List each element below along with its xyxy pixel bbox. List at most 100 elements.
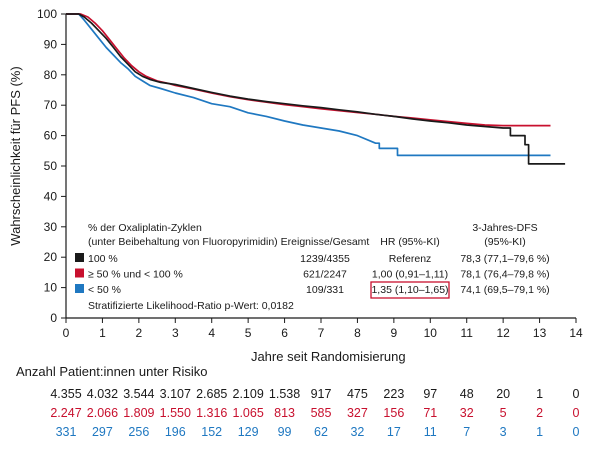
risk-value-3-11: 7 (463, 425, 470, 439)
risk-value-3-2: 256 (128, 425, 149, 439)
y-axis-title: Wahrscheinlichkeit für PFS (%) (8, 66, 23, 245)
risk-value-2-4: 1.316 (196, 406, 227, 420)
risk-value-1-3: 3.107 (160, 387, 191, 401)
y-tick-label: 10 (44, 281, 58, 295)
legend-hr-3: 1,35 (1,10–1,65) (371, 284, 448, 296)
risk-value-1-6: 1.538 (269, 387, 300, 401)
risk-value-3-14: 0 (573, 425, 580, 439)
legend-col-hr: HR (95%-KI) (380, 236, 440, 248)
legend-col-events: Ereignisse/Gesamt (281, 236, 370, 248)
risk-value-3-13: 1 (536, 425, 543, 439)
legend: % der Oxaliplatin-Zyklen (unter Beibehalt… (75, 222, 550, 312)
y-tick-label: 50 (44, 159, 58, 173)
y-tick-label: 0 (50, 311, 57, 325)
risk-value-1-12: 20 (496, 387, 510, 401)
risk-value-2-8: 327 (347, 406, 368, 420)
legend-dfs-3: 74,1 (69,5–79,1 %) (460, 284, 549, 296)
curve-series-3 (66, 13, 551, 157)
risk-value-2-9: 156 (383, 406, 404, 420)
risk-value-1-5: 2.109 (233, 387, 264, 401)
risk-value-2-1: 2.066 (87, 406, 118, 420)
risk-value-1-9: 223 (383, 387, 404, 401)
x-tick-label: 13 (533, 326, 547, 340)
risk-value-3-9: 17 (387, 425, 401, 439)
risk-table-title: Anzahl Patient:innen unter Risiko (16, 364, 208, 379)
risk-value-3-8: 32 (350, 425, 364, 439)
legend-label-2: ≥ 50 % und < 100 % (88, 269, 183, 281)
x-tick-label: 7 (318, 326, 325, 340)
risk-value-3-4: 152 (201, 425, 222, 439)
risk-value-3-0: 331 (56, 425, 77, 439)
legend-hr-1: Referenz (389, 253, 432, 265)
risk-value-2-10: 71 (423, 406, 437, 420)
y-tick-label: 80 (44, 68, 58, 82)
risk-value-1-4: 2.685 (196, 387, 227, 401)
x-axis-title: Jahre seit Randomisierung (251, 349, 406, 364)
x-tick-label: 6 (281, 326, 288, 340)
y-tick-label: 90 (44, 37, 58, 51)
x-tick-label: 14 (569, 326, 583, 340)
risk-value-2-7: 585 (311, 406, 332, 420)
x-tick-label: 11 (460, 326, 473, 340)
legend-group-subtitle: (unter Beibehaltung von Fluoropyrimidin) (88, 236, 278, 248)
x-tick-label: 1 (99, 326, 106, 340)
survival-curves (66, 13, 566, 165)
y-tick-label: 30 (44, 220, 58, 234)
hr-highlight-box (370, 281, 450, 299)
y-tick-label: 60 (44, 129, 58, 143)
risk-value-2-11: 32 (460, 406, 474, 420)
risk-value-3-7: 62 (314, 425, 328, 439)
risk-value-3-12: 3 (500, 425, 507, 439)
legend-dfs-1: 78,3 (77,1–79,6 %) (460, 253, 549, 265)
risk-value-3-1: 297 (92, 425, 113, 439)
legend-label-1: 100 % (88, 253, 118, 265)
risk-value-2-14: 0 (573, 406, 580, 420)
risk-value-1-14: 0 (573, 387, 580, 401)
x-tick-label: 9 (391, 326, 398, 340)
risk-value-1-7: 917 (311, 387, 332, 401)
risk-value-2-2: 1.809 (123, 406, 154, 420)
risk-value-2-0: 2.247 (50, 406, 81, 420)
y-tick-label: 70 (44, 98, 58, 112)
legend-group-title: % der Oxaliplatin-Zyklen (88, 222, 202, 234)
curve-series-1 (66, 13, 566, 165)
x-tick-label: 10 (424, 326, 438, 340)
risk-value-2-6: 813 (274, 406, 295, 420)
curve-series-2 (66, 13, 551, 127)
risk-value-1-0: 4.355 (50, 387, 81, 401)
risk-value-3-6: 99 (278, 425, 292, 439)
risk-value-2-3: 1.550 (160, 406, 191, 420)
risk-table: Anzahl Patient:innen unter Risiko 4.355 4.… (16, 364, 580, 439)
legend-dfs-2: 78,1 (76,4–79,8 %) (460, 269, 549, 281)
risk-value-1-11: 48 (460, 387, 474, 401)
y-tick-label: 100 (37, 7, 57, 21)
legend-swatch-3 (75, 284, 84, 293)
legend-swatch-2 (75, 268, 84, 278)
legend-events-1: 1239/4355 (300, 253, 350, 265)
legend-col-dfs-ci: (95%-KI) (484, 236, 525, 248)
x-tick-label: 3 (172, 326, 179, 340)
y-tick-label: 20 (44, 250, 58, 264)
x-tick-label: 0 (63, 326, 70, 340)
x-tick-label: 4 (208, 326, 215, 340)
risk-value-1-8: 475 (347, 387, 368, 401)
legend-events-3: 109/331 (306, 284, 344, 296)
risk-value-1-2: 3.544 (123, 387, 154, 401)
risk-value-2-5: 1.065 (233, 406, 264, 420)
x-tick-label: 5 (245, 326, 252, 340)
legend-footnote: Stratifizierte Likelihood-Ratio p-Wert: … (88, 300, 294, 312)
risk-value-3-5: 129 (238, 425, 259, 439)
legend-swatch-1 (75, 253, 84, 262)
risk-value-1-1: 4.032 (87, 387, 118, 401)
legend-events-2: 621/2247 (303, 269, 347, 281)
risk-value-2-12: 5 (500, 406, 507, 420)
x-tick-label: 8 (354, 326, 361, 340)
risk-value-3-10: 11 (424, 425, 437, 439)
risk-value-3-3: 196 (165, 425, 186, 439)
x-tick-label: 12 (496, 326, 510, 340)
risk-value-1-10: 97 (423, 387, 437, 401)
legend-col-dfs: 3-Jahres-DFS (472, 222, 537, 234)
legend-hr-2: 1,00 (0,91–1,11) (372, 269, 448, 281)
legend-label-3: < 50 % (88, 284, 121, 296)
